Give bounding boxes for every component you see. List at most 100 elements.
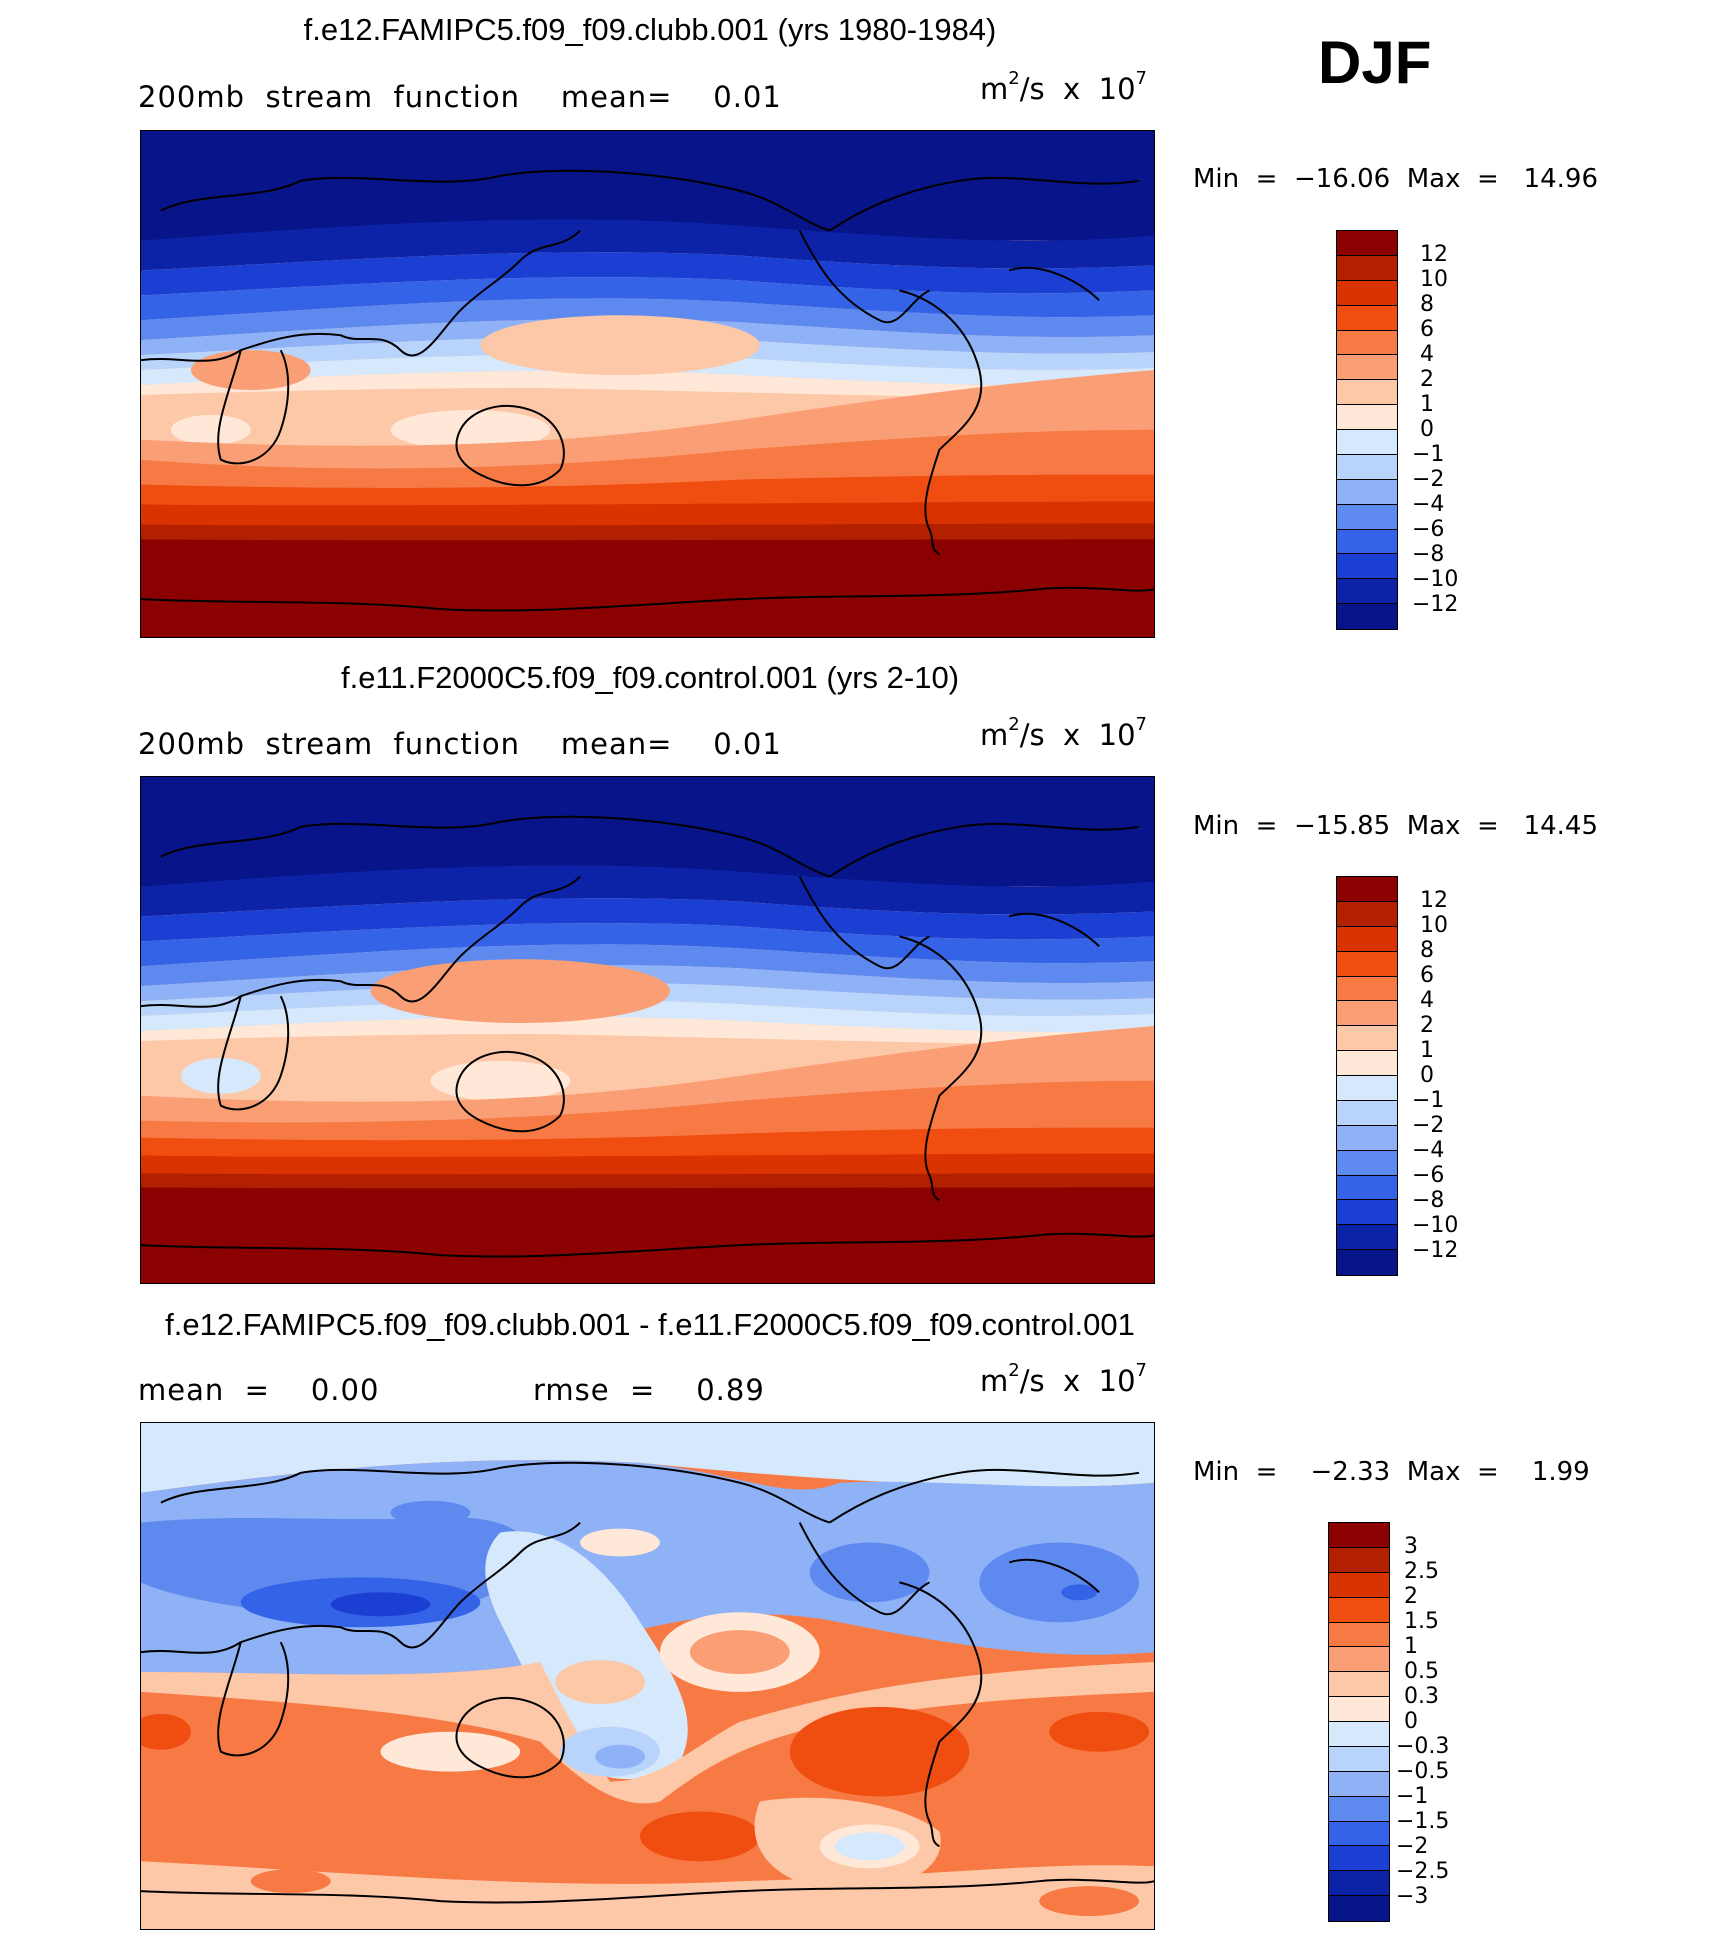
panel3-subtitle-mean: mean = 0.00 <box>138 1373 380 1407</box>
colorbar-segment <box>1329 1697 1389 1722</box>
colorbar-tick-label: −1.5 <box>1396 1809 1450 1834</box>
colorbar-segment <box>1337 231 1397 256</box>
colorbar-segment <box>1337 1250 1397 1275</box>
colorbar-tick-label: −12 <box>1412 592 1459 617</box>
colorbar-tick-label: 1.5 <box>1404 1609 1439 1634</box>
colorbar-segment <box>1337 579 1397 605</box>
colorbar-segment <box>1337 951 1397 977</box>
colorbar-tick-label: 0 <box>1420 417 1434 442</box>
colorbar-segment <box>1329 1523 1389 1548</box>
panel3-subtitle-rmse: rmse = 0.89 <box>533 1373 765 1407</box>
colorbar-segment <box>1337 504 1397 530</box>
colorbar-segment <box>1337 1150 1397 1176</box>
colorbar-tick-label: −3 <box>1396 1884 1429 1909</box>
colorbar-segment <box>1337 1001 1397 1027</box>
colorbar-tick-label: 8 <box>1420 292 1434 317</box>
colorbar-tick-label: −2 <box>1412 467 1445 492</box>
colorbar-tick-label: 2.5 <box>1404 1559 1439 1584</box>
colorbar-segment <box>1329 1597 1389 1623</box>
colorbar-tick-label: 1 <box>1404 1634 1418 1659</box>
colorbar-segment <box>1337 430 1397 455</box>
colorbar-segment <box>1337 405 1397 430</box>
colorbar-tick-label: −2 <box>1412 1113 1445 1138</box>
colorbar-tick-label: 2 <box>1420 1013 1434 1038</box>
panel3-minmax: Min = −2.33 Max = 1.99 <box>1193 1457 1590 1487</box>
colorbar-tick-label: −10 <box>1412 1213 1459 1238</box>
panel1-units: m2/s x 107 <box>980 68 1147 106</box>
colorbar-tick-label: 2 <box>1420 367 1434 392</box>
colorbar-tick-label: −1 <box>1412 442 1445 467</box>
colorbar-tick-label: 0.5 <box>1404 1659 1439 1684</box>
colorbar-segment <box>1337 1076 1397 1101</box>
panel2-units: m2/s x 107 <box>980 714 1147 752</box>
colorbar-tick-label: −12 <box>1412 1238 1459 1263</box>
colorbar-tick-label: −1 <box>1412 1088 1445 1113</box>
colorbar-segment <box>1337 380 1397 406</box>
colorbar-segment <box>1337 926 1397 952</box>
colorbar-tick-label: −1 <box>1396 1784 1429 1809</box>
panel1-subtitle: 200mb stream function mean= 0.01 <box>138 80 782 114</box>
colorbar-tick-label: −4 <box>1412 1138 1445 1163</box>
colorbar-tick-label: 10 <box>1420 913 1448 938</box>
colorbar-segment <box>1329 1746 1389 1772</box>
colorbar-segment <box>1329 1896 1389 1921</box>
colorbar-segment <box>1337 529 1397 555</box>
colorbar-segment <box>1337 330 1397 356</box>
colorbar-tick-label: 12 <box>1420 888 1448 913</box>
colorbar-segment <box>1337 1200 1397 1226</box>
colorbar-tick-label: −10 <box>1412 567 1459 592</box>
colorbar-segment <box>1329 1572 1389 1598</box>
panel1-colorbar <box>1336 230 1398 630</box>
colorbar-segment <box>1337 479 1397 505</box>
panel3-colorbar <box>1328 1522 1390 1922</box>
colorbar-segment <box>1337 1175 1397 1201</box>
colorbar-segment <box>1337 355 1397 381</box>
colorbar-segment <box>1329 1647 1389 1673</box>
panel3-map-svg <box>141 1423 1154 1929</box>
colorbar-segment <box>1329 1821 1389 1847</box>
colorbar-segment <box>1329 1846 1389 1872</box>
panel3-map <box>140 1422 1155 1930</box>
colorbar-segment <box>1337 1051 1397 1076</box>
colorbar-tick-label: 0 <box>1420 1063 1434 1088</box>
colorbar-tick-label: 6 <box>1420 317 1434 342</box>
panel2-title: f.e11.F2000C5.f09_f09.control.001 (yrs 2… <box>340 660 960 695</box>
colorbar-tick-label: 10 <box>1420 267 1448 292</box>
colorbar-tick-label: −8 <box>1412 542 1445 567</box>
colorbar-tick-label: 3 <box>1404 1534 1418 1559</box>
colorbar-segment <box>1329 1672 1389 1698</box>
panel3-units: m2/s x 107 <box>980 1360 1147 1398</box>
colorbar-segment <box>1337 280 1397 306</box>
colorbar-tick-label: 0 <box>1404 1709 1418 1734</box>
colorbar-tick-label: 1 <box>1420 392 1434 417</box>
season-label: DJF <box>1318 29 1432 96</box>
colorbar-tick-label: −0.3 <box>1396 1734 1450 1759</box>
colorbar-segment <box>1337 255 1397 281</box>
colorbar-tick-label: 4 <box>1420 988 1434 1013</box>
colorbar-segment <box>1329 1722 1389 1747</box>
panel2-colorbar <box>1336 876 1398 1276</box>
panel2-map-svg <box>141 777 1154 1283</box>
colorbar-tick-label: 1 <box>1420 1038 1434 1063</box>
panel1-title: f.e12.FAMIPC5.f09_f09.clubb.001 (yrs 198… <box>303 12 997 47</box>
colorbar-tick-label: −6 <box>1412 517 1445 542</box>
colorbar-segment <box>1329 1547 1389 1573</box>
colorbar-tick-label: 4 <box>1420 342 1434 367</box>
colorbar-segment <box>1329 1871 1389 1897</box>
colorbar-tick-label: −0.5 <box>1396 1759 1450 1784</box>
colorbar-segment <box>1337 1100 1397 1126</box>
panel2-map <box>140 776 1155 1284</box>
colorbar-segment <box>1337 1026 1397 1052</box>
colorbar-tick-label: 8 <box>1420 938 1434 963</box>
panel2-subtitle: 200mb stream function mean= 0.01 <box>138 727 782 761</box>
colorbar-segment <box>1337 454 1397 480</box>
panel1-minmax: Min = −16.06 Max = 14.96 <box>1193 164 1599 194</box>
colorbar-tick-label: −2.5 <box>1396 1859 1450 1884</box>
colorbar-tick-label: 6 <box>1420 963 1434 988</box>
colorbar-segment <box>1337 976 1397 1002</box>
colorbar-segment <box>1337 901 1397 927</box>
panel1-map <box>140 130 1155 638</box>
colorbar-tick-label: 12 <box>1420 242 1448 267</box>
colorbar-tick-label: −6 <box>1412 1163 1445 1188</box>
colorbar-segment <box>1337 305 1397 331</box>
